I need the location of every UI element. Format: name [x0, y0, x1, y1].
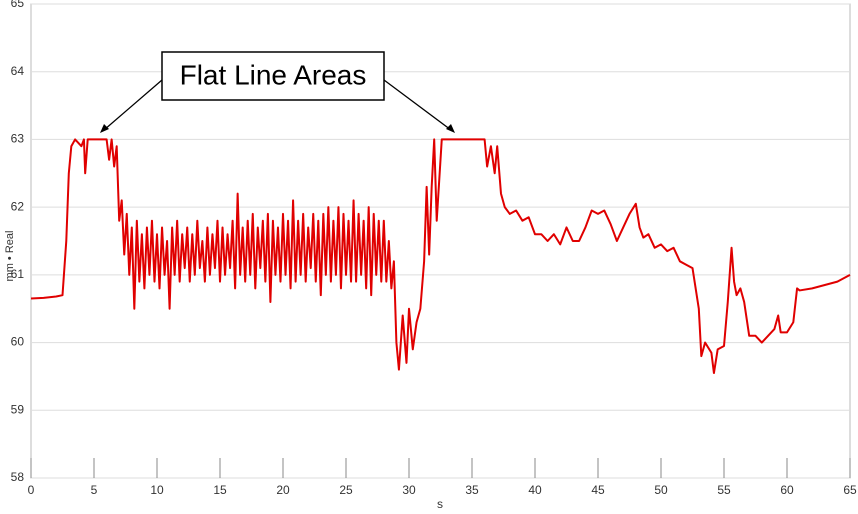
x-tick-label: 65 — [843, 483, 857, 497]
grid — [31, 3, 850, 479]
x-tick-label: 5 — [91, 483, 98, 497]
x-tick-label: 50 — [654, 483, 668, 497]
x-tick-label: 45 — [591, 483, 605, 497]
y-tick-label: 59 — [11, 402, 25, 416]
y-tick-label: 60 — [11, 335, 25, 349]
annotation: Flat Line Areas — [180, 59, 367, 90]
x-tick-label: 20 — [276, 483, 290, 497]
annotation-box — [161, 51, 385, 101]
x-tick-label: 35 — [465, 483, 479, 497]
data-line — [30, 138, 851, 375]
y-tick-label: 65 — [11, 0, 25, 10]
arrow-head — [446, 124, 455, 133]
x-tick-label: 55 — [717, 483, 731, 497]
y-tick-label: 64 — [11, 64, 25, 78]
y-axis-label: mm • Real — [4, 231, 16, 282]
y-tick-label: 58 — [11, 470, 25, 484]
x-tick-label: 30 — [402, 483, 416, 497]
arrow-head — [100, 124, 109, 133]
y-tick-label: 62 — [11, 199, 25, 213]
x-tick-label: 60 — [780, 483, 794, 497]
ticks: 58 59 60 61 62 63 64 65 0 5 10 15 20 25 30 35 40 45 50 55 60… — [11, 0, 857, 497]
y-tick-label: 63 — [11, 132, 25, 146]
plot-frame — [30, 3, 851, 479]
x-tick-label: 10 — [150, 483, 164, 497]
arrow — [103, 79, 163, 131]
y-tick-label: 61 — [11, 267, 25, 281]
arrow — [383, 79, 452, 131]
x-tick-label: 15 — [213, 483, 227, 497]
x-tick-label: 25 — [339, 483, 353, 497]
series — [30, 138, 851, 375]
x-axis-label: s — [437, 497, 443, 511]
x-tick-label: 0 — [28, 483, 35, 497]
x-tick-label: 40 — [528, 483, 542, 497]
